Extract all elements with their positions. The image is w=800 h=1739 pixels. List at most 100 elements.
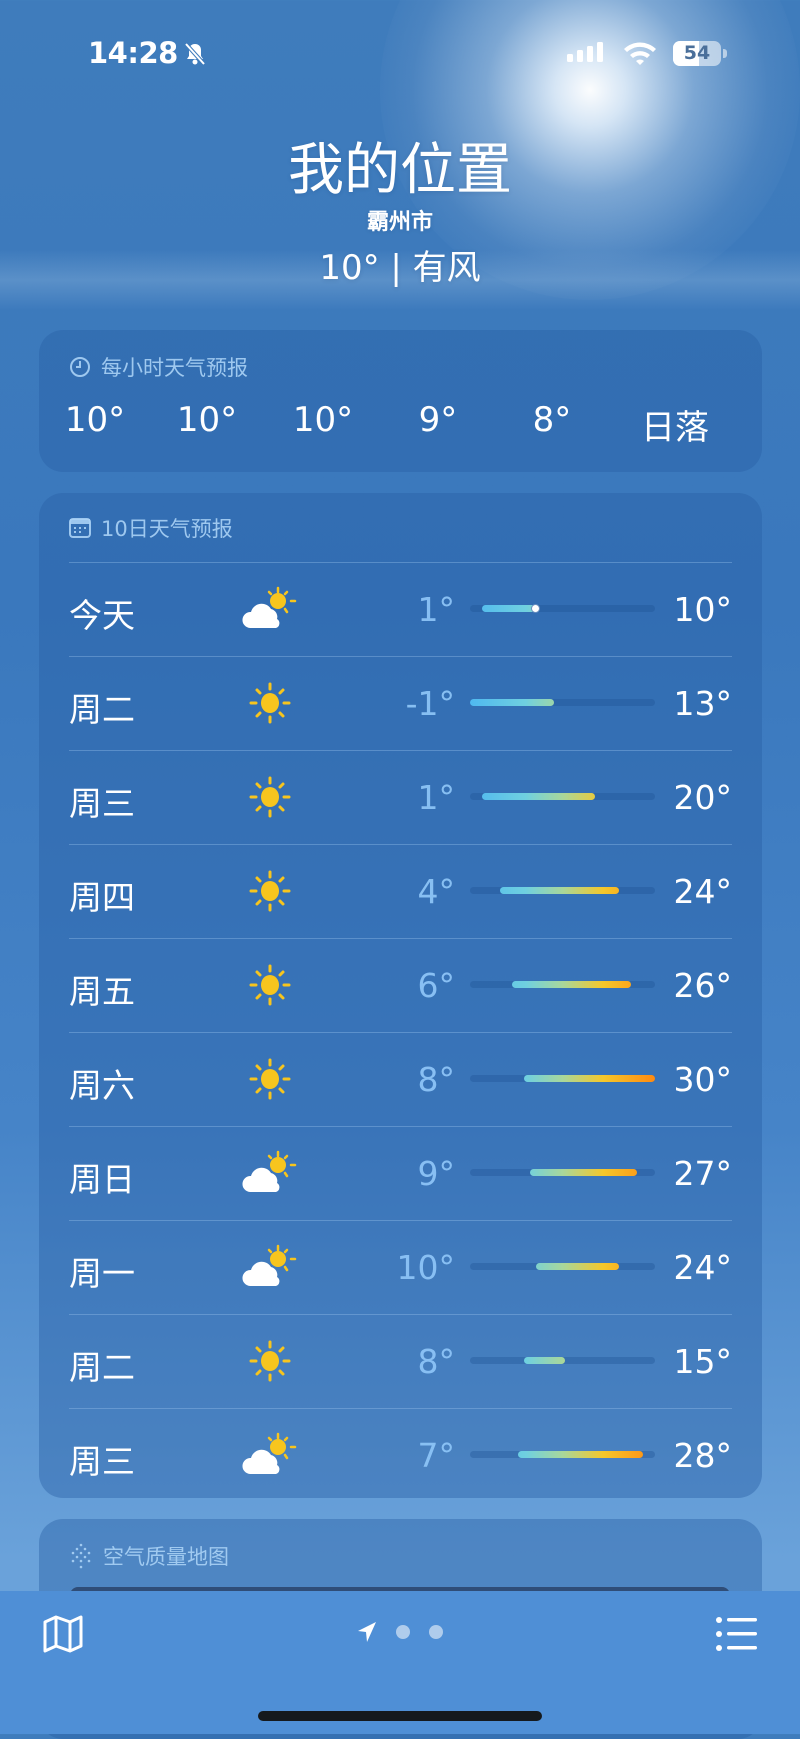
temp-range-track: [470, 699, 655, 706]
partly-cloudy-icon: [242, 584, 298, 634]
row-divider: [69, 750, 732, 751]
day-label: 周二: [69, 1348, 135, 1387]
temp-range-bar: [481, 793, 596, 800]
forecast-row[interactable]: 周日 9° 27°: [39, 1126, 762, 1220]
high-temp: 26°: [673, 966, 733, 1005]
high-temp: 24°: [673, 1248, 733, 1287]
low-temp: 1°: [417, 778, 456, 817]
forecast-row[interactable]: 周三 1° 20°: [39, 750, 762, 844]
high-temp: 27°: [673, 1154, 733, 1193]
high-temp: 15°: [673, 1342, 733, 1381]
day-label: 周三: [69, 784, 135, 823]
current-condition: 10° | 有风: [319, 248, 481, 288]
sun-icon: [242, 772, 298, 822]
sun-icon: [242, 1336, 298, 1386]
day-label: 今天: [69, 596, 135, 635]
temp-range-track: [470, 1263, 655, 1270]
status-time: 14:28: [88, 36, 178, 70]
temp-range-bar: [499, 887, 620, 894]
air-quality-dots-icon: [71, 1543, 91, 1569]
temp-range-bar: [523, 1357, 566, 1364]
low-temp: 9°: [417, 1154, 456, 1193]
low-temp: 10°: [396, 1248, 456, 1287]
hour-temp: 10°: [176, 400, 238, 440]
low-temp: 1°: [417, 590, 456, 629]
hour-temp: 9°: [418, 400, 458, 440]
calendar-icon: [69, 518, 91, 538]
partly-cloudy-icon: [242, 1242, 298, 1292]
partly-cloudy-icon: [242, 1430, 298, 1480]
cellular-signal-icon: [567, 42, 603, 62]
ten-day-forecast-card[interactable]: 10日天气预报 今天 1° 10° 周二 -1° 13° 周三 1° 20° 周…: [39, 493, 762, 1498]
clock-icon: [70, 357, 90, 377]
temp-range-track: [470, 793, 655, 800]
hour-temp: 8°: [532, 400, 572, 440]
low-temp: 4°: [417, 872, 456, 911]
hour-temp: 10°: [292, 400, 354, 440]
high-temp: 24°: [673, 872, 733, 911]
temp-range-track: [470, 1357, 655, 1364]
aqi-title: 空气质量地图: [103, 1545, 229, 1569]
partly-cloudy-icon: [242, 1148, 298, 1198]
row-divider: [69, 1314, 732, 1315]
page-dot[interactable]: [396, 1625, 410, 1639]
temp-range-bar: [529, 1169, 638, 1176]
hourly-forecast-card[interactable]: 每小时天气预报 10° 10° 10° 9° 8° 日落: [39, 330, 762, 472]
page-dot[interactable]: [429, 1625, 443, 1639]
temp-range-bar: [535, 1263, 620, 1270]
forecast-row[interactable]: 周五 6° 26°: [39, 938, 762, 1032]
battery-percent: 54: [683, 42, 711, 64]
row-divider: [69, 1032, 732, 1033]
daily-title: 10日天气预报: [101, 517, 233, 541]
sun-icon: [242, 960, 298, 1010]
current-temp-dot: [531, 604, 541, 613]
temp-range-track: [470, 1169, 655, 1176]
day-label: 周五: [69, 972, 135, 1011]
forecast-row[interactable]: 周六 8° 30°: [39, 1032, 762, 1126]
map-icon[interactable]: [42, 1613, 84, 1655]
low-temp: -1°: [405, 684, 455, 723]
background-haze: [0, 250, 800, 310]
day-label: 周二: [69, 690, 135, 729]
row-divider: [69, 1220, 732, 1221]
forecast-row[interactable]: 周三 7° 28°: [39, 1408, 762, 1502]
day-label: 周六: [69, 1066, 135, 1105]
forecast-row[interactable]: 周二 8° 15°: [39, 1314, 762, 1408]
high-temp: 10°: [673, 590, 733, 629]
low-temp: 8°: [417, 1342, 456, 1381]
hourly-header: 每小时天气预报: [69, 352, 248, 382]
home-indicator[interactable]: [258, 1711, 542, 1721]
high-temp: 13°: [673, 684, 733, 723]
forecast-row[interactable]: 周一 10° 24°: [39, 1220, 762, 1314]
day-label: 周四: [69, 878, 135, 917]
forecast-row[interactable]: 今天 1° 10°: [39, 562, 762, 656]
row-divider: [69, 1126, 732, 1127]
wifi-icon: [624, 42, 656, 65]
bottom-toolbar: [0, 1591, 800, 1734]
day-label: 周日: [69, 1160, 135, 1199]
temp-range-bar: [511, 981, 632, 988]
row-divider: [69, 938, 732, 939]
day-label: 周一: [69, 1254, 135, 1293]
low-temp: 6°: [417, 966, 456, 1005]
row-divider: [69, 844, 732, 845]
forecast-row[interactable]: 周二 -1° 13°: [39, 656, 762, 750]
row-divider: [69, 656, 732, 657]
status-bar: 14:28 54: [0, 34, 800, 74]
list-icon[interactable]: [716, 1615, 758, 1653]
temp-range-bar: [517, 1451, 644, 1458]
temp-range-track: [470, 981, 655, 988]
hour-temp: 10°: [64, 400, 126, 440]
low-temp: 7°: [417, 1436, 456, 1475]
city-name: 霸州市: [366, 210, 433, 235]
temp-range-track: [470, 604, 655, 613]
temp-range-bar: [481, 605, 536, 612]
high-temp: 20°: [673, 778, 733, 817]
sun-icon: [242, 1054, 298, 1104]
location-arrow-icon[interactable]: [356, 1620, 378, 1644]
row-divider: [69, 1408, 732, 1409]
location-title: 我的位置: [288, 138, 512, 203]
low-temp: 8°: [417, 1060, 456, 1099]
forecast-row[interactable]: 周四 4° 24°: [39, 844, 762, 938]
day-label: 周三: [69, 1442, 135, 1481]
